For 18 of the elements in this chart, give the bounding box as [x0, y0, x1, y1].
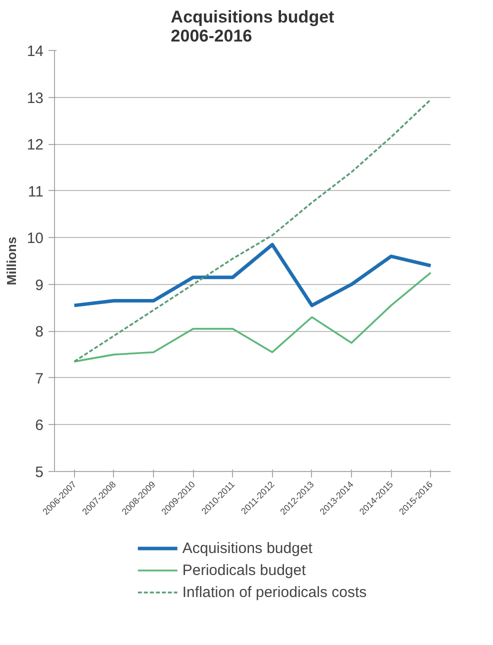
- line-series: [73, 98, 432, 362]
- y-tick-label: 5: [35, 464, 44, 481]
- legend-label: Periodicals budget: [182, 562, 306, 578]
- line-series: [73, 272, 432, 362]
- y-tick-label: 12: [26, 136, 44, 154]
- legend-label: Inflation of periodicals costs: [182, 584, 367, 600]
- y-tick-label: 7: [35, 370, 44, 388]
- chart-title: Acquisitions budget 2006-2016: [170, 8, 335, 46]
- y-tick-label: 6: [35, 417, 44, 434]
- legend-label: Acquisitions budget: [182, 540, 312, 556]
- y-tick-label: 9: [35, 276, 44, 294]
- y-tick-label: 8: [35, 324, 44, 341]
- y-tick-label: 10: [26, 230, 44, 248]
- y-tick-label: 13: [26, 90, 44, 107]
- y-tick-label: 14: [26, 43, 44, 60]
- line-series: [72, 242, 432, 308]
- y-axis-title: Millions: [4, 236, 19, 286]
- y-tick-label: 11: [28, 183, 44, 200]
